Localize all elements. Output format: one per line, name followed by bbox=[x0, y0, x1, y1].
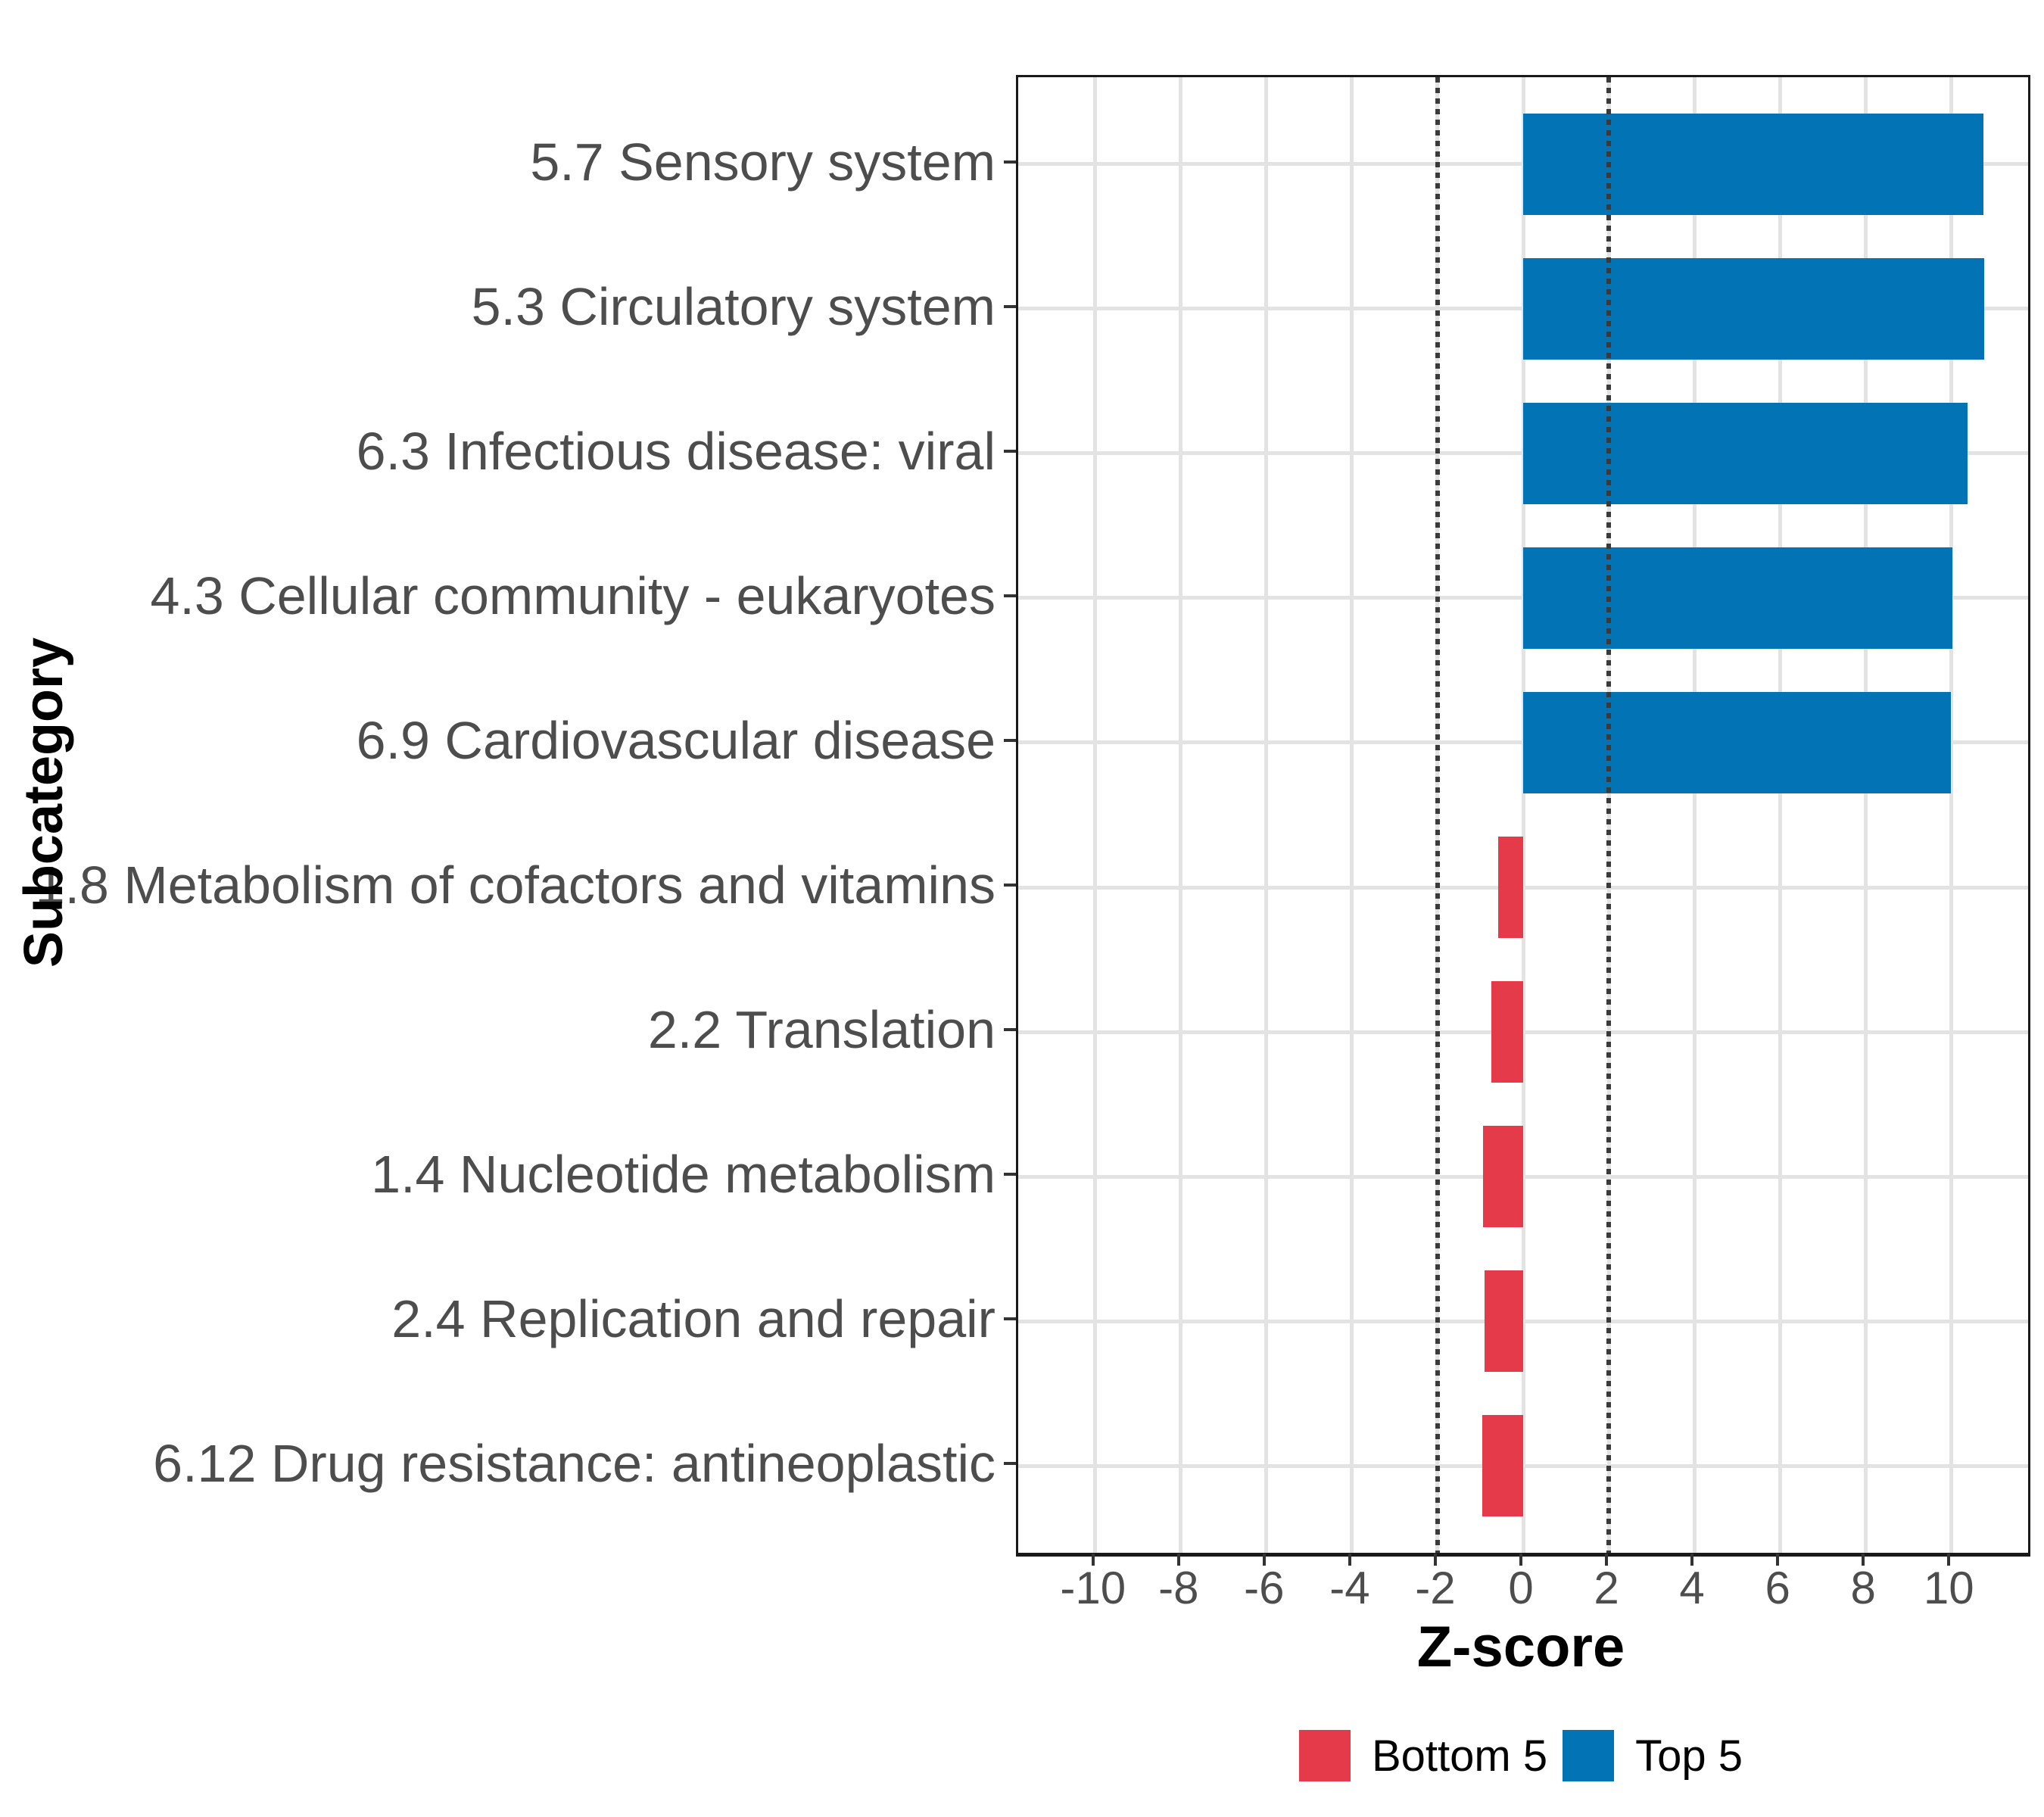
y-axis-tick bbox=[1004, 884, 1016, 887]
x-axis-tick bbox=[1947, 1554, 1951, 1566]
x-axis-tick bbox=[1176, 1554, 1180, 1566]
legend-item-top5: Top 5 bbox=[1563, 1730, 1743, 1781]
y-axis-tick bbox=[1004, 304, 1016, 308]
reference-line bbox=[1435, 77, 1440, 1553]
x-axis-tick bbox=[1605, 1554, 1609, 1566]
y-axis-title: Subcategory bbox=[14, 637, 74, 968]
bar bbox=[1523, 113, 1984, 215]
y-axis-tick-label: 5.3 Circulatory system bbox=[471, 276, 996, 336]
y-axis-tick-label: 1.4 Nucleotide metabolism bbox=[371, 1145, 996, 1205]
x-axis-tick bbox=[1091, 1554, 1095, 1566]
legend-swatch-bottom5 bbox=[1298, 1730, 1351, 1781]
y-axis-tick-label: 2.4 Replication and repair bbox=[391, 1289, 996, 1349]
x-axis-tick bbox=[1433, 1554, 1437, 1566]
plot-panel bbox=[1016, 75, 2030, 1557]
x-axis-tick bbox=[1862, 1554, 1865, 1566]
legend-label-top5: Top 5 bbox=[1635, 1731, 1743, 1781]
x-axis-tick-label: -4 bbox=[1329, 1563, 1370, 1613]
y-axis-tick bbox=[1004, 160, 1016, 164]
bar bbox=[1484, 1270, 1523, 1373]
y-axis-tick-label: 1.8 Metabolism of cofactors and vitamins bbox=[35, 856, 996, 915]
bar bbox=[1523, 402, 1968, 504]
gridline-vertical bbox=[1778, 77, 1782, 1553]
x-axis-tick-label: 2 bbox=[1594, 1563, 1619, 1613]
y-axis-tick-label: 6.9 Cardiovascular disease bbox=[356, 710, 996, 770]
bar bbox=[1523, 547, 1952, 649]
x-axis-tick bbox=[1776, 1554, 1780, 1566]
gridline-vertical bbox=[1521, 77, 1525, 1553]
x-axis-tick bbox=[1519, 1554, 1522, 1566]
legend-item-bottom5: Bottom 5 bbox=[1298, 1730, 1548, 1781]
plot-area bbox=[1018, 77, 2028, 1553]
x-axis-tick-label: 0 bbox=[1508, 1563, 1534, 1613]
gridline-vertical bbox=[1863, 77, 1868, 1553]
x-axis-tick-label: -2 bbox=[1415, 1563, 1456, 1613]
x-axis-tick-label: 6 bbox=[1765, 1563, 1790, 1613]
bar bbox=[1483, 1126, 1523, 1228]
y-axis-tick-label: 6.12 Drug resistance: antineoplastic bbox=[153, 1434, 996, 1494]
reference-line bbox=[1606, 77, 1612, 1553]
x-axis-tick bbox=[1262, 1554, 1266, 1566]
legend-swatch-top5 bbox=[1563, 1730, 1615, 1781]
y-axis-tick-label: 4.3 Cellular community - eukaryotes bbox=[150, 566, 996, 625]
bar bbox=[1497, 837, 1523, 938]
gridline-vertical bbox=[1179, 77, 1183, 1553]
y-axis-tick bbox=[1004, 1173, 1016, 1177]
gridline-vertical bbox=[1692, 77, 1697, 1553]
legend: Bottom 5 Top 5 bbox=[1016, 1727, 2026, 1784]
y-axis-tick bbox=[1004, 594, 1016, 597]
y-axis-tick bbox=[1004, 738, 1016, 742]
x-axis-tick-label: 10 bbox=[1923, 1563, 1974, 1613]
y-axis-tick bbox=[1004, 1317, 1016, 1321]
x-axis-tick-label: 4 bbox=[1679, 1563, 1705, 1613]
gridline-vertical bbox=[1350, 77, 1354, 1553]
y-axis-tick bbox=[1004, 449, 1016, 453]
x-axis-tick-label: 8 bbox=[1850, 1563, 1876, 1613]
bar bbox=[1491, 981, 1523, 1083]
x-axis-tick-label: -6 bbox=[1244, 1563, 1285, 1613]
gridline-vertical bbox=[1949, 77, 1953, 1553]
legend-label-bottom5: Bottom 5 bbox=[1371, 1731, 1548, 1781]
gridline-vertical bbox=[1093, 77, 1098, 1553]
y-axis-tick bbox=[1004, 1028, 1016, 1032]
x-axis-tick bbox=[1690, 1554, 1694, 1566]
x-axis-tick-label: -8 bbox=[1158, 1563, 1199, 1613]
y-axis-tick-label: 6.3 Infectious disease: viral bbox=[356, 421, 996, 481]
bar bbox=[1523, 692, 1951, 793]
bar bbox=[1482, 1415, 1523, 1517]
y-axis-tick-label: 2.2 Translation bbox=[647, 1000, 996, 1060]
bar bbox=[1523, 257, 1984, 360]
x-axis-tick bbox=[1348, 1554, 1351, 1566]
x-axis-tick-label: -10 bbox=[1060, 1563, 1126, 1613]
x-axis-title: Z-score bbox=[1416, 1615, 1625, 1679]
gridline-vertical bbox=[1264, 77, 1269, 1553]
y-axis-tick bbox=[1004, 1462, 1016, 1466]
y-axis-tick-label: 5.7 Sensory system bbox=[530, 132, 996, 192]
